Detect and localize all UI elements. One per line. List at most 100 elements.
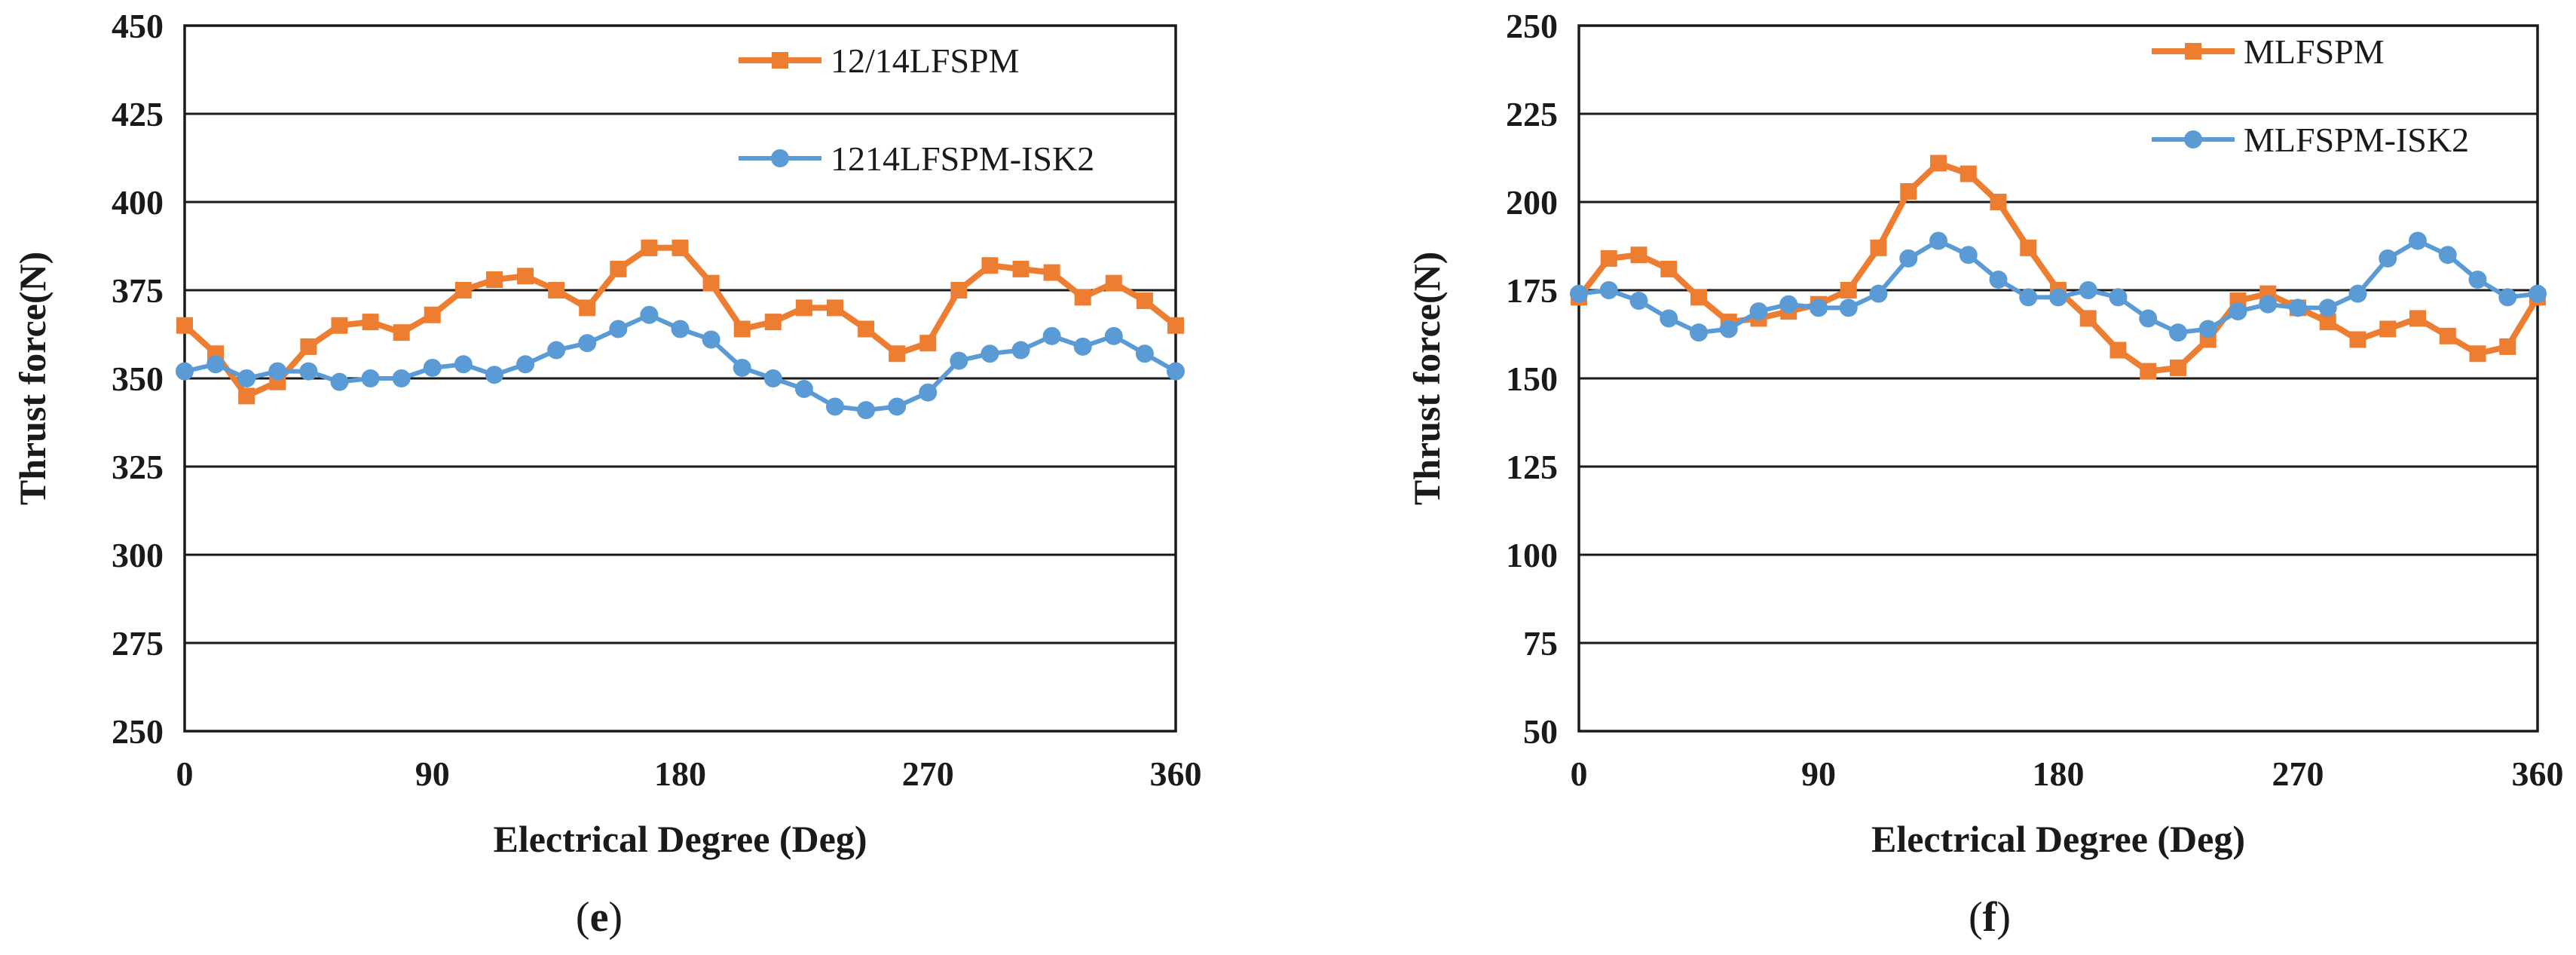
- data-point: [609, 320, 628, 338]
- panel-label-paren-close: ): [608, 894, 623, 941]
- data-point: [794, 380, 813, 399]
- data-point: [579, 299, 596, 317]
- x-tick-label: 360: [1150, 755, 1202, 793]
- data-point: [1012, 260, 1029, 277]
- legend-swatch-marker: [2184, 130, 2202, 148]
- legend-swatch-marker: [2185, 43, 2201, 60]
- data-point: [1167, 362, 1185, 381]
- data-point: [2169, 323, 2187, 342]
- data-point: [2468, 270, 2487, 289]
- data-point: [2498, 288, 2517, 307]
- data-point: [857, 401, 876, 420]
- data-point: [733, 320, 751, 338]
- data-point: [2348, 284, 2367, 303]
- data-point: [764, 314, 782, 331]
- y-tick-label: 250: [1506, 7, 1558, 45]
- data-point: [981, 344, 999, 363]
- data-point: [237, 369, 256, 387]
- data-point: [733, 358, 751, 377]
- data-point: [1167, 317, 1184, 334]
- data-point: [1135, 344, 1154, 363]
- data-point: [1073, 337, 1092, 356]
- data-point: [1749, 302, 1768, 321]
- data-point: [1900, 182, 1917, 200]
- y-tick-label: 325: [112, 448, 164, 486]
- data-point: [238, 387, 255, 405]
- data-point: [2229, 302, 2247, 321]
- panel-label-paren-open: (: [576, 894, 590, 941]
- y-tick-label: 250: [112, 712, 164, 751]
- data-point: [424, 306, 441, 323]
- series-line: [1576, 160, 2541, 375]
- panel-f: 50 75 100 125 150 175 200 225 250 0 90 180 270 360 Ele…: [1406, 7, 2564, 941]
- data-point: [1660, 309, 1678, 328]
- data-point: [672, 239, 689, 256]
- data-point: [888, 397, 907, 416]
- data-point: [919, 383, 938, 402]
- data-point: [423, 358, 442, 377]
- legend: 12/14LFSPM 1214LFSPM-ISK2: [739, 41, 1094, 178]
- y-tick-label: 150: [1506, 360, 1558, 398]
- x-tick-label: 270: [2272, 755, 2324, 793]
- y-tick-label: 275: [112, 624, 164, 663]
- data-point: [361, 369, 380, 387]
- legend-label: 1214LFSPM-ISK2: [831, 139, 1094, 178]
- data-point: [950, 282, 968, 298]
- y-tick-label: 50: [1523, 712, 1558, 751]
- data-point: [207, 355, 225, 374]
- data-point: [2109, 341, 2127, 359]
- panel-label-paren-open: (: [1969, 894, 1983, 941]
- data-point: [702, 330, 720, 349]
- data-point: [2259, 295, 2278, 314]
- panel-e: 250 275 300 325 350 375 400 425 450 0 90 180 270 360 E…: [11, 7, 1202, 941]
- x-tick-label: 270: [902, 755, 954, 793]
- data-point: [2049, 288, 2067, 307]
- data-point: [2529, 284, 2547, 303]
- data-point: [299, 362, 318, 381]
- data-point: [858, 320, 875, 338]
- x-tick-label: 180: [2033, 755, 2085, 793]
- data-point: [2438, 246, 2457, 265]
- data-point: [2319, 314, 2336, 331]
- data-point: [1779, 295, 1798, 314]
- data-point: [1810, 298, 1828, 317]
- data-point: [2349, 331, 2366, 348]
- data-point: [485, 271, 503, 288]
- data-point: [671, 320, 690, 338]
- series-12/14LFSPM: [176, 239, 1184, 405]
- data-point: [1869, 284, 1888, 303]
- data-point: [1839, 298, 1858, 317]
- data-point: [1990, 194, 2007, 210]
- y-tick-label: 225: [1506, 95, 1558, 133]
- data-point: [2140, 363, 2157, 380]
- data-point: [1629, 292, 1648, 311]
- data-point: [610, 260, 627, 277]
- data-point: [1011, 341, 1030, 360]
- data-point: [2170, 359, 2186, 376]
- series-MLFSPM: [1571, 155, 2546, 380]
- data-point: [919, 335, 937, 352]
- y-axis-title: Thrust force(N): [11, 252, 54, 506]
- panel-label: (f): [1969, 894, 2011, 941]
- y-tick-label: 300: [112, 536, 164, 574]
- y-tick-label: 200: [1506, 183, 1558, 222]
- data-point: [392, 369, 411, 387]
- data-point: [1042, 326, 1061, 345]
- panel-label-paren-close: ): [1996, 894, 2011, 941]
- data-point: [176, 317, 193, 334]
- data-point: [1989, 270, 2008, 289]
- data-point: [516, 355, 535, 374]
- data-point: [1074, 289, 1091, 306]
- data-point: [1690, 323, 1708, 342]
- data-point: [548, 282, 565, 298]
- legend-swatch-marker: [772, 52, 788, 69]
- data-point: [889, 345, 906, 363]
- data-point: [2020, 239, 2037, 256]
- y-tick-label: 75: [1523, 624, 1558, 663]
- data-point: [950, 351, 968, 370]
- data-point: [2139, 309, 2158, 328]
- y-tick-label: 450: [112, 7, 164, 45]
- data-point: [1630, 246, 1647, 264]
- panel-label-letter: f: [1983, 894, 1998, 941]
- data-point: [1600, 249, 1617, 267]
